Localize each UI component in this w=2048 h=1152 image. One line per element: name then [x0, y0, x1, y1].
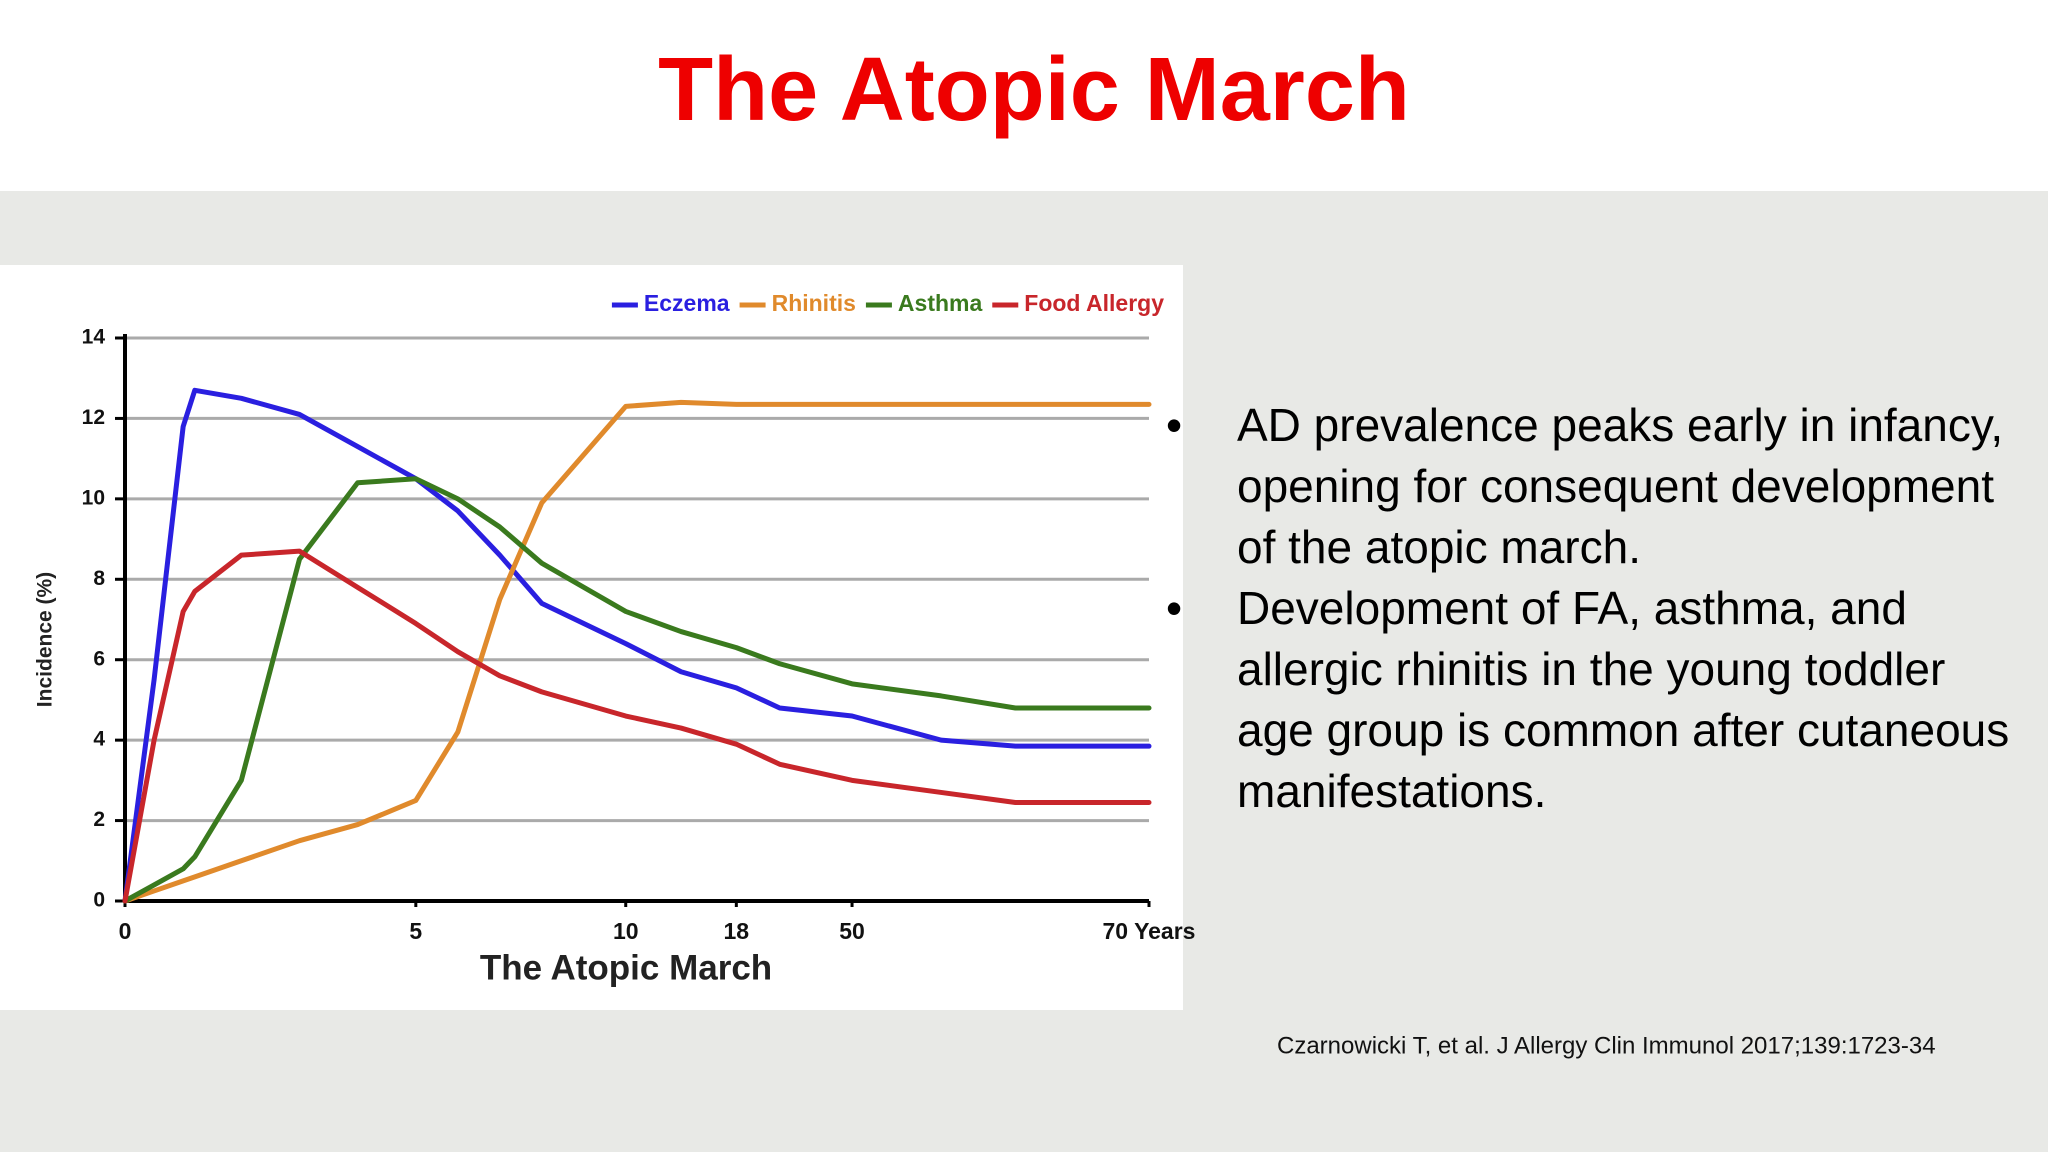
legend-label: Eczema	[644, 290, 730, 316]
y-axis-title: Incidence (%)	[34, 572, 57, 707]
citation: Czarnowicki T, et al. J Allergy Clin Imm…	[1277, 1032, 1936, 1059]
header-band	[0, 0, 2048, 191]
series-line	[122, 548, 1152, 904]
x-axis-title: The Atopic March	[480, 948, 772, 987]
x-tick-label: 5	[409, 918, 422, 944]
y-tick-label: 6	[93, 647, 105, 670]
bullet: AD prevalence peaks early in infancy, op…	[1166, 395, 2032, 578]
y-tick-label: 0	[93, 889, 105, 912]
legend-label: Food Allergy	[1024, 290, 1164, 316]
y-tick-label: 4	[93, 728, 105, 751]
x-tick-label: 18	[724, 918, 750, 944]
legend-label: Rhinitis	[772, 290, 856, 316]
x-tick-label: 0	[119, 918, 132, 944]
chart: 0 2 4 6 8 10 12 14 0 5 10 18 50 70 Years The Atopic Ma…	[34, 290, 1196, 987]
y-tick-label: 10	[82, 486, 105, 509]
slide-title: The Atopic March	[658, 40, 1410, 140]
bullet-list: AD prevalence peaks early in infancy, op…	[1166, 395, 2032, 822]
bullet: Development of FA, asthma, and allergic …	[1166, 578, 2032, 822]
y-tick-label: 12	[82, 406, 105, 429]
legend-label: Asthma	[898, 290, 983, 316]
series-line	[122, 399, 1152, 904]
x-tick-label: 70 Years	[1103, 918, 1196, 944]
y-tick-label: 8	[93, 567, 105, 590]
x-tick-label: 10	[613, 918, 639, 944]
x-tick-label: 50	[839, 918, 865, 944]
series-line	[122, 476, 1152, 904]
y-tick-label: 14	[82, 326, 106, 349]
y-tick-label: 2	[93, 808, 105, 831]
series-line	[122, 387, 1152, 904]
